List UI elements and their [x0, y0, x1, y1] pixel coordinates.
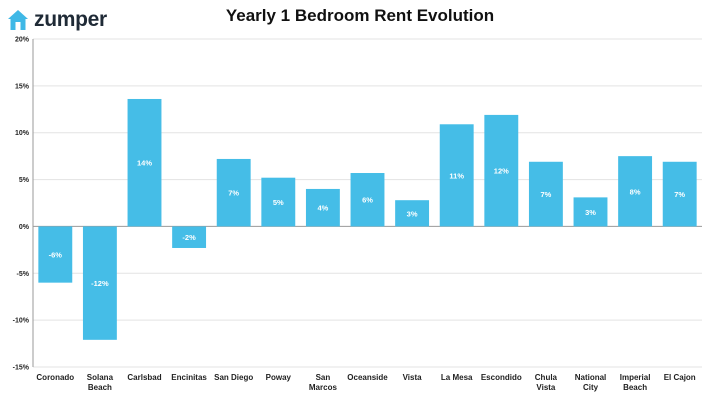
y-tick-label: 5%: [19, 177, 30, 184]
category-label: Vista: [403, 373, 423, 382]
bar: [261, 177, 296, 227]
data-label: 3%: [585, 208, 596, 217]
data-label: 12%: [494, 167, 509, 176]
bar: [172, 226, 207, 248]
bar: [305, 188, 340, 227]
y-tick-label: -5%: [17, 271, 30, 278]
data-label: 14%: [137, 159, 152, 168]
bar: [618, 156, 653, 227]
y-tick-label: 15%: [15, 83, 30, 90]
category-label: Encinitas: [171, 373, 207, 382]
category-label: City: [583, 383, 599, 392]
bar: [662, 161, 697, 227]
chart-title: Yearly 1 Bedroom Rent Evolution: [225, 6, 495, 25]
bar: [216, 158, 251, 227]
category-label: Carlsbad: [127, 373, 161, 382]
bar: [38, 226, 73, 283]
bar: [127, 98, 162, 227]
y-tick-label: 10%: [15, 130, 30, 137]
data-label: 5%: [273, 198, 284, 207]
category-label: Oceanside: [347, 373, 388, 382]
data-labels: -6% -12% 14% -2% 7% 5% 4% 6% 3% 11% 12% 7% 3% 8% 7%: [49, 159, 686, 288]
category-label: Vista: [536, 383, 556, 392]
y-axis: 20% 15% 10% 5% 0% -5% -10% -15%: [13, 37, 34, 372]
category-label: Coronado: [36, 373, 74, 382]
category-label: National: [575, 373, 607, 382]
data-label: 7%: [674, 190, 685, 199]
data-label: 11%: [449, 171, 464, 180]
data-label: -12%: [91, 279, 109, 288]
category-label: San Diego: [214, 373, 253, 382]
category-label: Beach: [623, 383, 647, 392]
data-label: -2%: [182, 233, 196, 242]
data-label: -6%: [49, 251, 63, 260]
category-label: San: [316, 373, 331, 382]
brand-logo: zumper: [6, 6, 107, 34]
category-label: Chula: [535, 373, 558, 382]
bar: [573, 197, 608, 227]
brand-name: zumper: [34, 8, 107, 31]
y-tick-label: 20%: [15, 37, 30, 44]
data-label: 3%: [407, 209, 418, 218]
category-label: Solana: [87, 373, 114, 382]
y-tick-label: 0%: [19, 224, 30, 231]
category-label: La Mesa: [441, 373, 473, 382]
bar: [395, 200, 430, 227]
data-label: 6%: [362, 196, 373, 205]
bars: [38, 98, 697, 340]
bar: [82, 226, 117, 340]
house-icon: [8, 10, 28, 30]
category-label: Escondido: [481, 373, 522, 382]
data-label: 7%: [228, 189, 239, 198]
category-label: Marcos: [309, 383, 338, 392]
bar: [350, 173, 385, 227]
bar: [528, 161, 563, 227]
category-label: El Cajon: [664, 373, 696, 382]
bar: [484, 114, 519, 227]
data-label: 8%: [630, 187, 641, 196]
data-label: 4%: [317, 204, 328, 213]
category-label: Beach: [88, 383, 112, 392]
y-tick-label: -15%: [13, 365, 30, 372]
bar: [439, 124, 474, 227]
data-label: 7%: [540, 190, 551, 199]
category-label: Poway: [266, 373, 292, 382]
category-label: Imperial: [620, 373, 651, 382]
y-tick-label: -10%: [13, 318, 30, 325]
